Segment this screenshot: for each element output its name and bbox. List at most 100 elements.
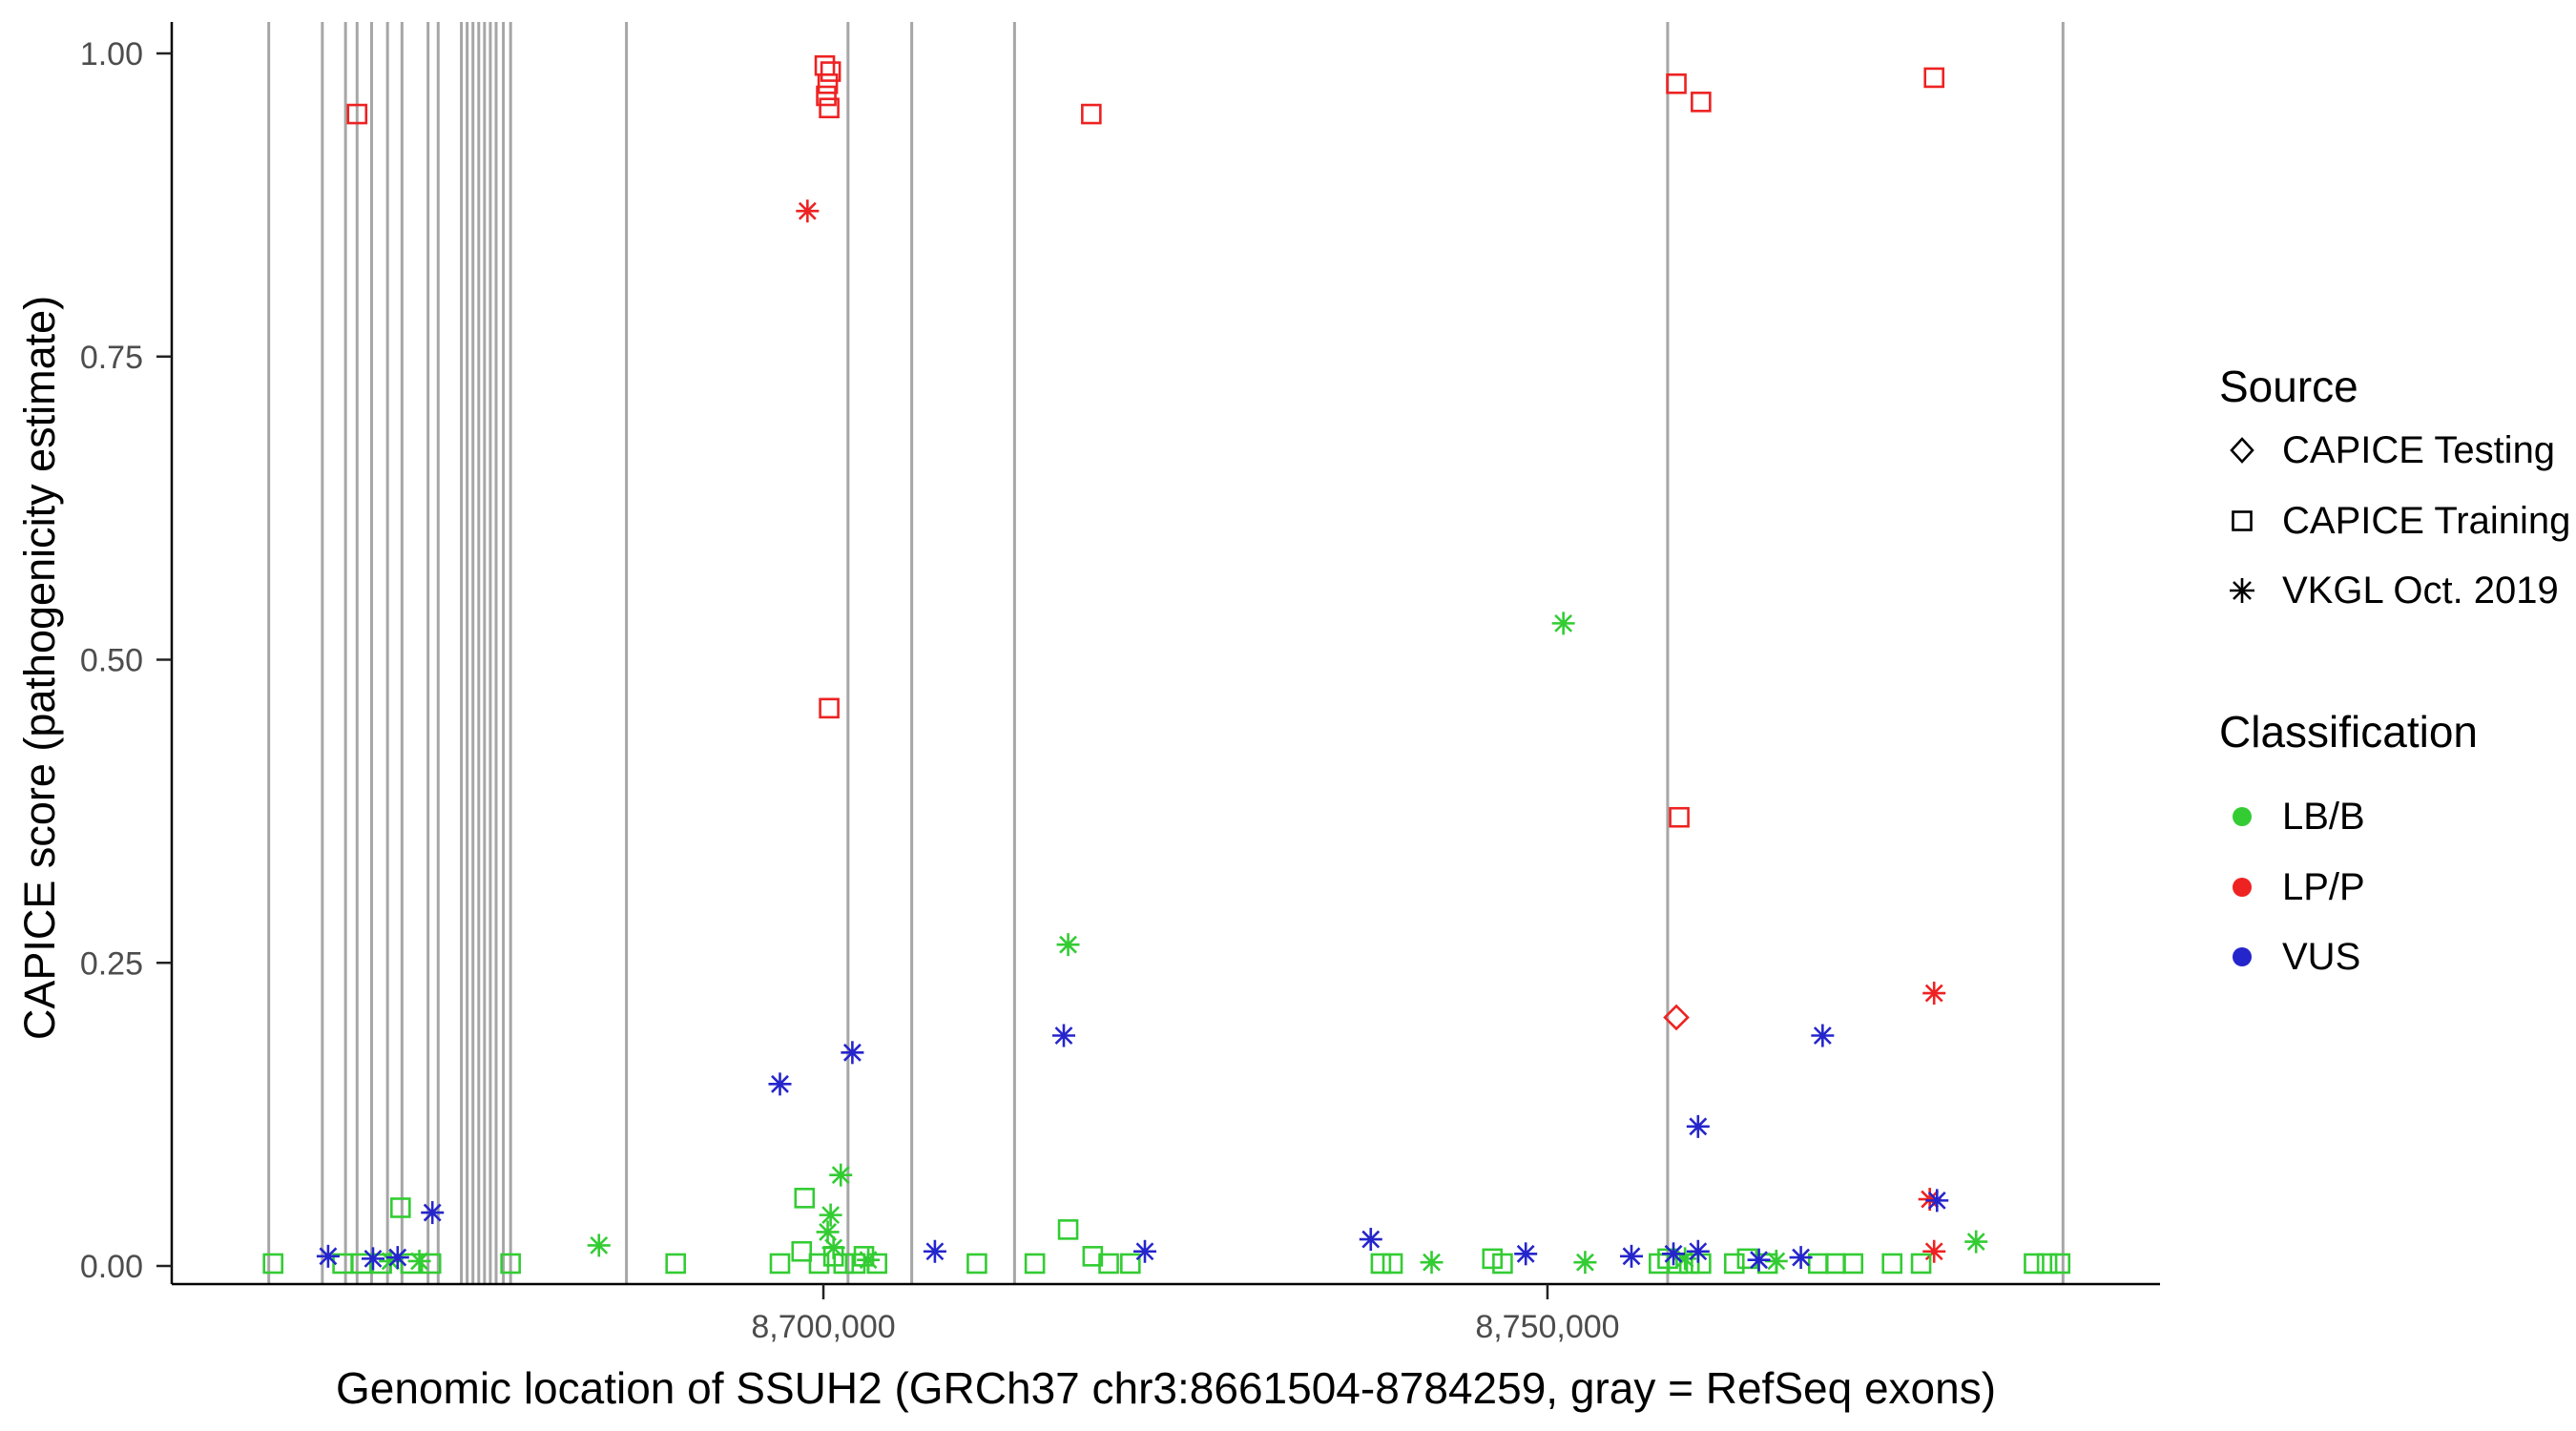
data-point: [816, 85, 837, 107]
legend-item-label: CAPICE Training: [2282, 499, 2571, 542]
data-point: [1573, 1251, 1597, 1275]
data-point: [1686, 1114, 1710, 1138]
legend-item-label: LP/P: [2282, 865, 2365, 908]
legend-item-label: LB/B: [2282, 795, 2365, 838]
data-point: [1842, 1253, 1864, 1275]
data-point: [866, 1253, 887, 1275]
blue-dot-icon: [2233, 947, 2252, 966]
legend-item-vus: VUS: [2219, 934, 2360, 980]
data-point: [1381, 1253, 1403, 1275]
data-point: [1811, 1024, 1835, 1047]
data-point: [829, 1163, 853, 1187]
data-point: [346, 103, 368, 125]
data-point: [1619, 1244, 1643, 1268]
data-point: [819, 697, 840, 719]
data-point: [1723, 1253, 1745, 1275]
data-point: [1663, 1004, 1690, 1031]
data-point: [262, 1253, 284, 1275]
data-point: [768, 1072, 792, 1096]
legend-item-lbb: LB/B: [2219, 794, 2365, 840]
data-point: [794, 1188, 816, 1209]
data-point: [1359, 1228, 1382, 1252]
data-point: [1691, 92, 1712, 113]
data-point: [390, 1197, 411, 1218]
data-point: [817, 73, 839, 94]
square-icon: [2232, 510, 2253, 531]
data-point: [1691, 1253, 1712, 1275]
data-point: [421, 1201, 445, 1225]
y-tick-label: 0.50: [80, 643, 143, 679]
data-point: [841, 1041, 864, 1065]
data-point: [769, 1253, 791, 1275]
data-point: [361, 1247, 384, 1271]
data-point: [420, 1253, 442, 1275]
data-point: [1098, 1253, 1119, 1275]
x-tick-label: 8,750,000: [1475, 1309, 1619, 1345]
data-point: [2049, 1253, 2071, 1275]
y-tick-label: 0.25: [80, 945, 143, 982]
data-point: [1551, 612, 1575, 635]
data-point: [400, 1253, 422, 1275]
legend-item-label: VUS: [2282, 935, 2361, 978]
data-point: [819, 97, 840, 118]
data-point: [1678, 1253, 1700, 1275]
data-point: [1789, 1246, 1813, 1270]
legend-item-capice-testing: CAPICE Testing: [2219, 427, 2555, 473]
legend-item-vkgl: VKGL Oct. 2019: [2219, 568, 2559, 613]
data-point: [1922, 1239, 1946, 1263]
diamond-icon: [2230, 437, 2254, 464]
data-point: [1686, 1239, 1710, 1263]
data-point: [316, 1244, 340, 1268]
data-point: [1923, 67, 1945, 89]
data-point: [816, 1220, 840, 1244]
data-point: [1024, 1253, 1046, 1275]
data-point: [1666, 73, 1687, 94]
x-axis-title: Genomic location of SSUH2 (GRCh37 chr3:8…: [335, 1363, 1997, 1413]
data-point: [1662, 1242, 1686, 1266]
data-point: [1669, 806, 1690, 828]
legend-item-label: VKGL Oct. 2019: [2282, 569, 2559, 612]
data-point: [1420, 1251, 1444, 1275]
data-point: [1881, 1253, 1902, 1275]
data-point: [351, 1253, 372, 1275]
data-point: [1370, 1253, 1392, 1275]
data-point: [1925, 1189, 1949, 1213]
data-point: [819, 1203, 842, 1227]
data-point: [923, 1239, 946, 1263]
legend-classification-title: Classification: [2219, 707, 2478, 757]
data-point: [385, 1246, 409, 1270]
data-point: [1514, 1242, 1538, 1266]
data-point: [808, 1253, 830, 1275]
green-dot-icon: [2233, 807, 2252, 826]
red-dot-icon: [2233, 878, 2252, 897]
data-point: [1825, 1253, 1846, 1275]
data-point: [1747, 1248, 1771, 1272]
data-point: [1964, 1230, 1988, 1254]
data-point: [1082, 1246, 1104, 1267]
data-point: [820, 61, 841, 82]
data-point: [966, 1253, 987, 1275]
data-point: [1057, 1219, 1079, 1240]
data-point: [1492, 1253, 1513, 1275]
data-point: [1922, 982, 1946, 1006]
data-point: [1910, 1253, 1932, 1275]
data-point: [2024, 1253, 2045, 1275]
y-tick-label: 0.75: [80, 340, 143, 376]
data-point: [2036, 1253, 2058, 1275]
y-tick-label: 0.00: [80, 1249, 143, 1285]
data-point: [796, 199, 820, 223]
data-point: [853, 1246, 875, 1267]
data-point: [665, 1253, 687, 1275]
data-point: [833, 1253, 855, 1275]
data-point: [500, 1253, 521, 1275]
data-point: [1081, 103, 1102, 125]
data-point: [1051, 1024, 1075, 1047]
data-point: [1120, 1253, 1141, 1275]
legend-source-title: Source: [2219, 362, 2358, 411]
x-tick-label: 8,700,000: [751, 1309, 895, 1345]
y-tick-label: 1.00: [80, 36, 143, 73]
legend-item-lpp: LP/P: [2219, 864, 2365, 910]
y-axis-title: CAPICE score (pathogenicity estimate): [15, 295, 64, 1041]
